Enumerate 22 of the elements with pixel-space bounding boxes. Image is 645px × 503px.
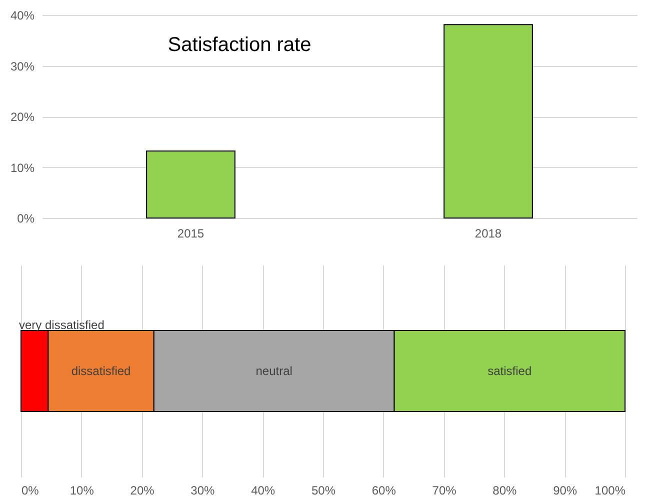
x-tick-label: 10%	[70, 484, 94, 498]
x-tick-label: 40%	[251, 484, 276, 498]
y-tick-label: 20%	[10, 110, 35, 124]
y-tick-label: 40%	[10, 8, 35, 22]
y-tick-label: 10%	[10, 160, 35, 175]
x-tick-label: 60%	[372, 484, 396, 498]
text: Satisfaction rate	[168, 34, 312, 56]
series-label: dissatisfied	[71, 364, 131, 378]
y-tick-label: 30%	[10, 59, 35, 74]
series-label: neutral	[256, 364, 292, 378]
x-tick-label: 70%	[432, 484, 457, 498]
x-tick-label: 30%	[190, 484, 216, 498]
x-tick-label: 80%	[492, 484, 518, 498]
x-tick-label: 20%	[130, 484, 155, 498]
x-tick-label: 100%	[594, 484, 626, 498]
y-tick-label: 0%	[17, 212, 35, 226]
series-label: satisfied	[488, 364, 532, 378]
series-label: very dissatisfied	[19, 318, 104, 332]
x-tick-label: 2018	[474, 226, 502, 240]
x-tick-label: 50%	[311, 484, 336, 498]
x-tick-label: 90%	[553, 484, 578, 498]
x-tick-label: 2015	[177, 226, 204, 240]
